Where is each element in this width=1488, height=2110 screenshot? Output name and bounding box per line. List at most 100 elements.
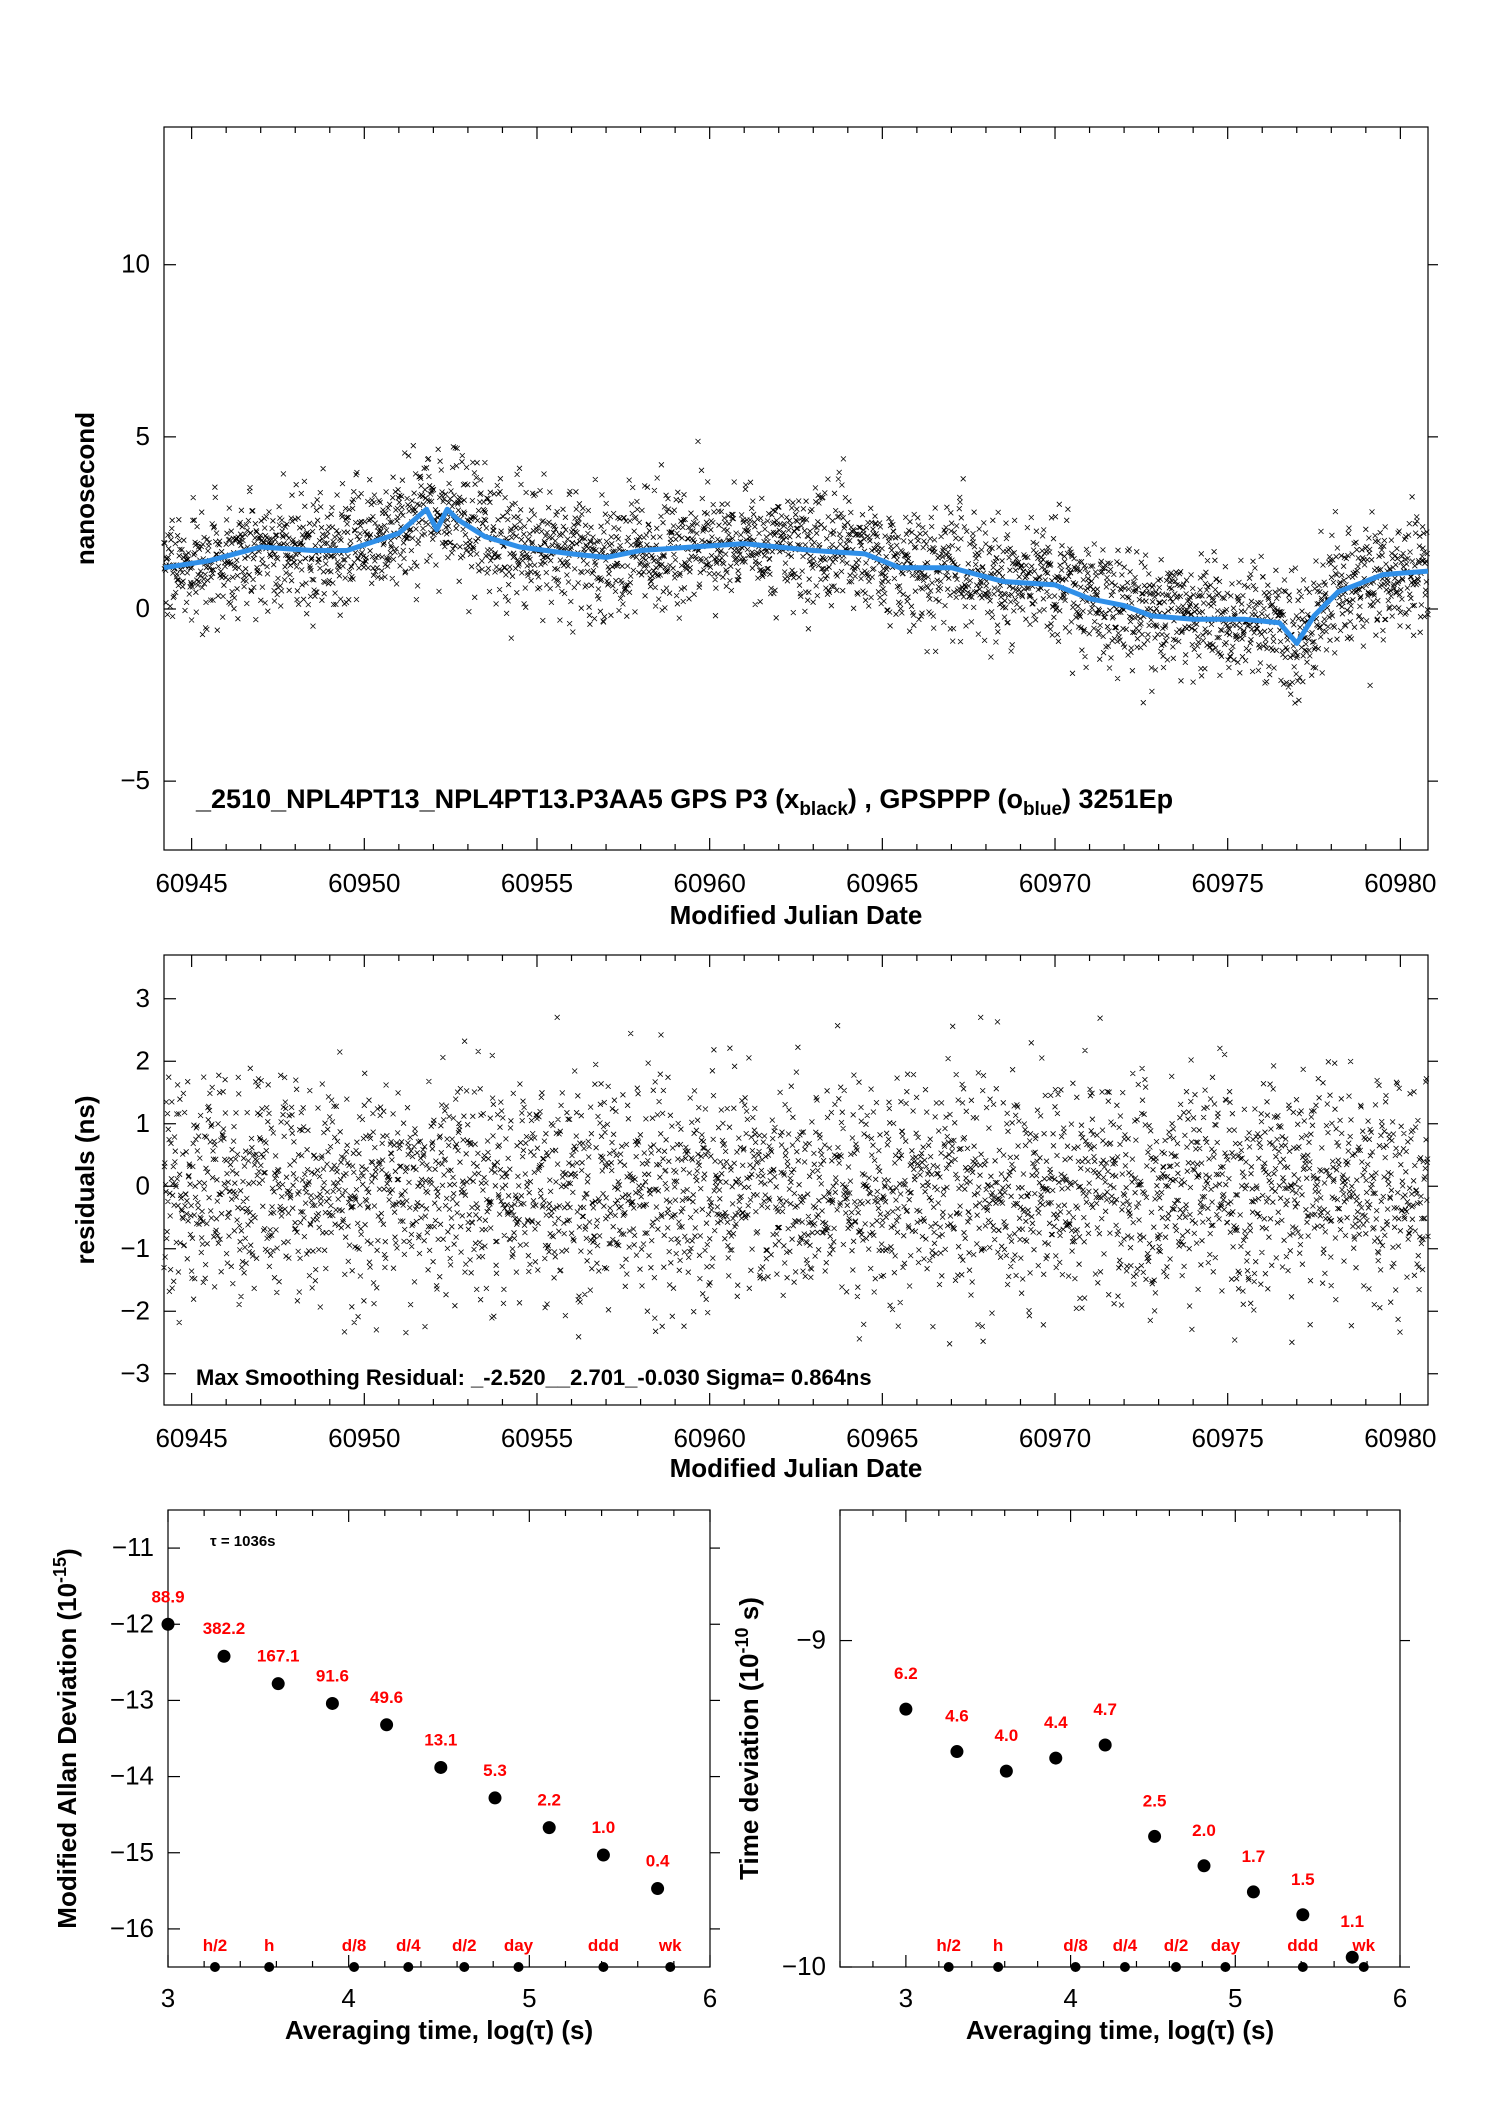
time-series-panel: −5 0 5 10 60945 60950 60955 60960 60965 60970 6097… [70,126,1438,930]
annotation-part: ) , GPSPPP (o [848,784,1023,814]
plot-frame [163,126,1429,851]
data-label: 382.2 [203,1619,246,1638]
data-point [1098,1738,1112,1752]
time-marker-label: ddd [588,1936,619,1955]
data-point [380,1718,394,1732]
y-tick-label: −14 [110,1761,154,1791]
residual-points [161,1014,1431,1347]
time-marker [349,1962,360,1972]
mdev-panel: 3 4 5 6 −16 −15 −14 −13 −12 −11 Averaging time, lo… [50,1509,720,2045]
data-label: 49.6 [370,1688,403,1707]
gps-p3-points [161,438,1431,706]
y-axis-label-sup: -15 [50,1557,70,1583]
time-marker-label: d/4 [1113,1936,1138,1955]
data-point [1148,1829,1162,1843]
data-point [899,1702,913,1716]
x-tick-label: 4 [341,1983,355,2013]
x-tick-label: 60945 [155,1423,227,1453]
annotation-part: ) 3251Ep [1062,784,1173,814]
y-axis-label: Time deviation (10-10 s) [732,1597,764,1880]
data-point [1345,1950,1359,1964]
x-axis-label: Modified Julian Date [670,1453,923,1483]
data-point [1197,1859,1211,1873]
data-label: 1.1 [1340,1912,1364,1931]
time-marker [1070,1962,1081,1972]
y-tick-label: −5 [120,765,150,795]
x-tick-label: 60965 [846,868,918,898]
time-marker [1297,1962,1308,1972]
tau-note: τ = 1036s [210,1533,276,1550]
time-marker-label: d/4 [396,1936,421,1955]
x-tick-label: 3 [899,1983,913,2013]
x-tick-label: 60950 [328,1423,400,1453]
data-label: 13.1 [424,1730,457,1749]
time-marker [403,1962,414,1972]
data-point [542,1821,556,1835]
y-axis-label-part: ) [52,1548,82,1557]
data-point [325,1696,339,1710]
data-label: 6.2 [894,1664,918,1683]
time-marker [209,1962,220,1972]
x-tick-label: 60945 [155,868,227,898]
y-axis-label-part: Modified Allan Deviation (10 [52,1583,82,1929]
data-point [596,1848,610,1862]
data-label: 1.0 [592,1818,616,1837]
plot-frame [839,1509,1401,1968]
data-point [1246,1885,1260,1899]
data-point [488,1791,502,1805]
data-label: 2.0 [1192,1821,1216,1840]
x-tick-label: 60975 [1192,868,1264,898]
x-tick-label: 60960 [674,1423,746,1453]
data-point [651,1882,665,1896]
time-marker-label: d/8 [342,1936,367,1955]
data-label: 5.3 [483,1761,507,1780]
y-tick-label: 0 [136,1170,150,1200]
time-marker [665,1962,676,1972]
x-tick-label: 5 [522,1983,536,2013]
time-marker-label: wk [1351,1936,1375,1955]
annotation-part: _2510_NPL4PT13_NPL4PT13.P3AA5 GPS P3 (x [195,784,799,814]
y-axis-label: Modified Allan Deviation (10-15) [50,1548,82,1928]
data-point [950,1745,964,1759]
x-tick-label: 6 [1393,1983,1407,2013]
y-tick-label: 0 [136,593,150,623]
y-tick-label: −13 [110,1684,154,1714]
x-tick-label: 60980 [1364,1423,1436,1453]
data-label: 2.5 [1143,1791,1167,1810]
y-axis-label: nanosecond [70,412,100,565]
data-label: 91.6 [316,1666,349,1685]
x-tick-label: 5 [1228,1983,1242,2013]
x-tick-label: 60975 [1192,1423,1264,1453]
residuals-panel: −3 −2 −1 0 1 2 3 60945 60950 60955 60960 60965 60970… [70,954,1438,1483]
time-marker [1171,1962,1181,1972]
x-tick-label: 4 [1063,1983,1077,2013]
time-marker-label: h [993,1936,1003,1955]
time-marker-label: ddd [1287,1936,1318,1955]
data-label: 0.4 [646,1852,670,1871]
x-axis-label: Modified Julian Date [670,900,923,930]
data-point [1049,1751,1063,1765]
time-marker-label: d/8 [1063,1936,1088,1955]
time-marker-label: h/2 [203,1936,228,1955]
data-label: 4.4 [1044,1713,1068,1732]
y-tick-label: 10 [121,249,150,279]
x-axis-label: Averaging time, log(τ) (s) [966,2015,1274,2045]
x-tick-label: 60965 [846,1423,918,1453]
data-label: 167.1 [257,1647,300,1666]
data-point [999,1764,1013,1778]
annotation-subscript: blue [1023,799,1062,820]
time-marker [993,1962,1004,1972]
data-label: 4.0 [995,1726,1019,1745]
data-point [434,1760,448,1774]
x-axis-label: Averaging time, log(τ) (s) [285,2015,593,2045]
time-marker [1220,1962,1231,1972]
time-marker-label: h [264,1936,274,1955]
time-marker [264,1962,275,1972]
time-marker-label: d/2 [452,1936,477,1955]
y-tick-label: −10 [782,1951,826,1981]
y-tick-label: −1 [120,1233,150,1263]
x-tick-label: 6 [703,1983,717,2013]
time-marker [459,1962,470,1972]
x-tick-label: 60970 [1019,868,1091,898]
y-tick-label: −16 [110,1913,154,1943]
